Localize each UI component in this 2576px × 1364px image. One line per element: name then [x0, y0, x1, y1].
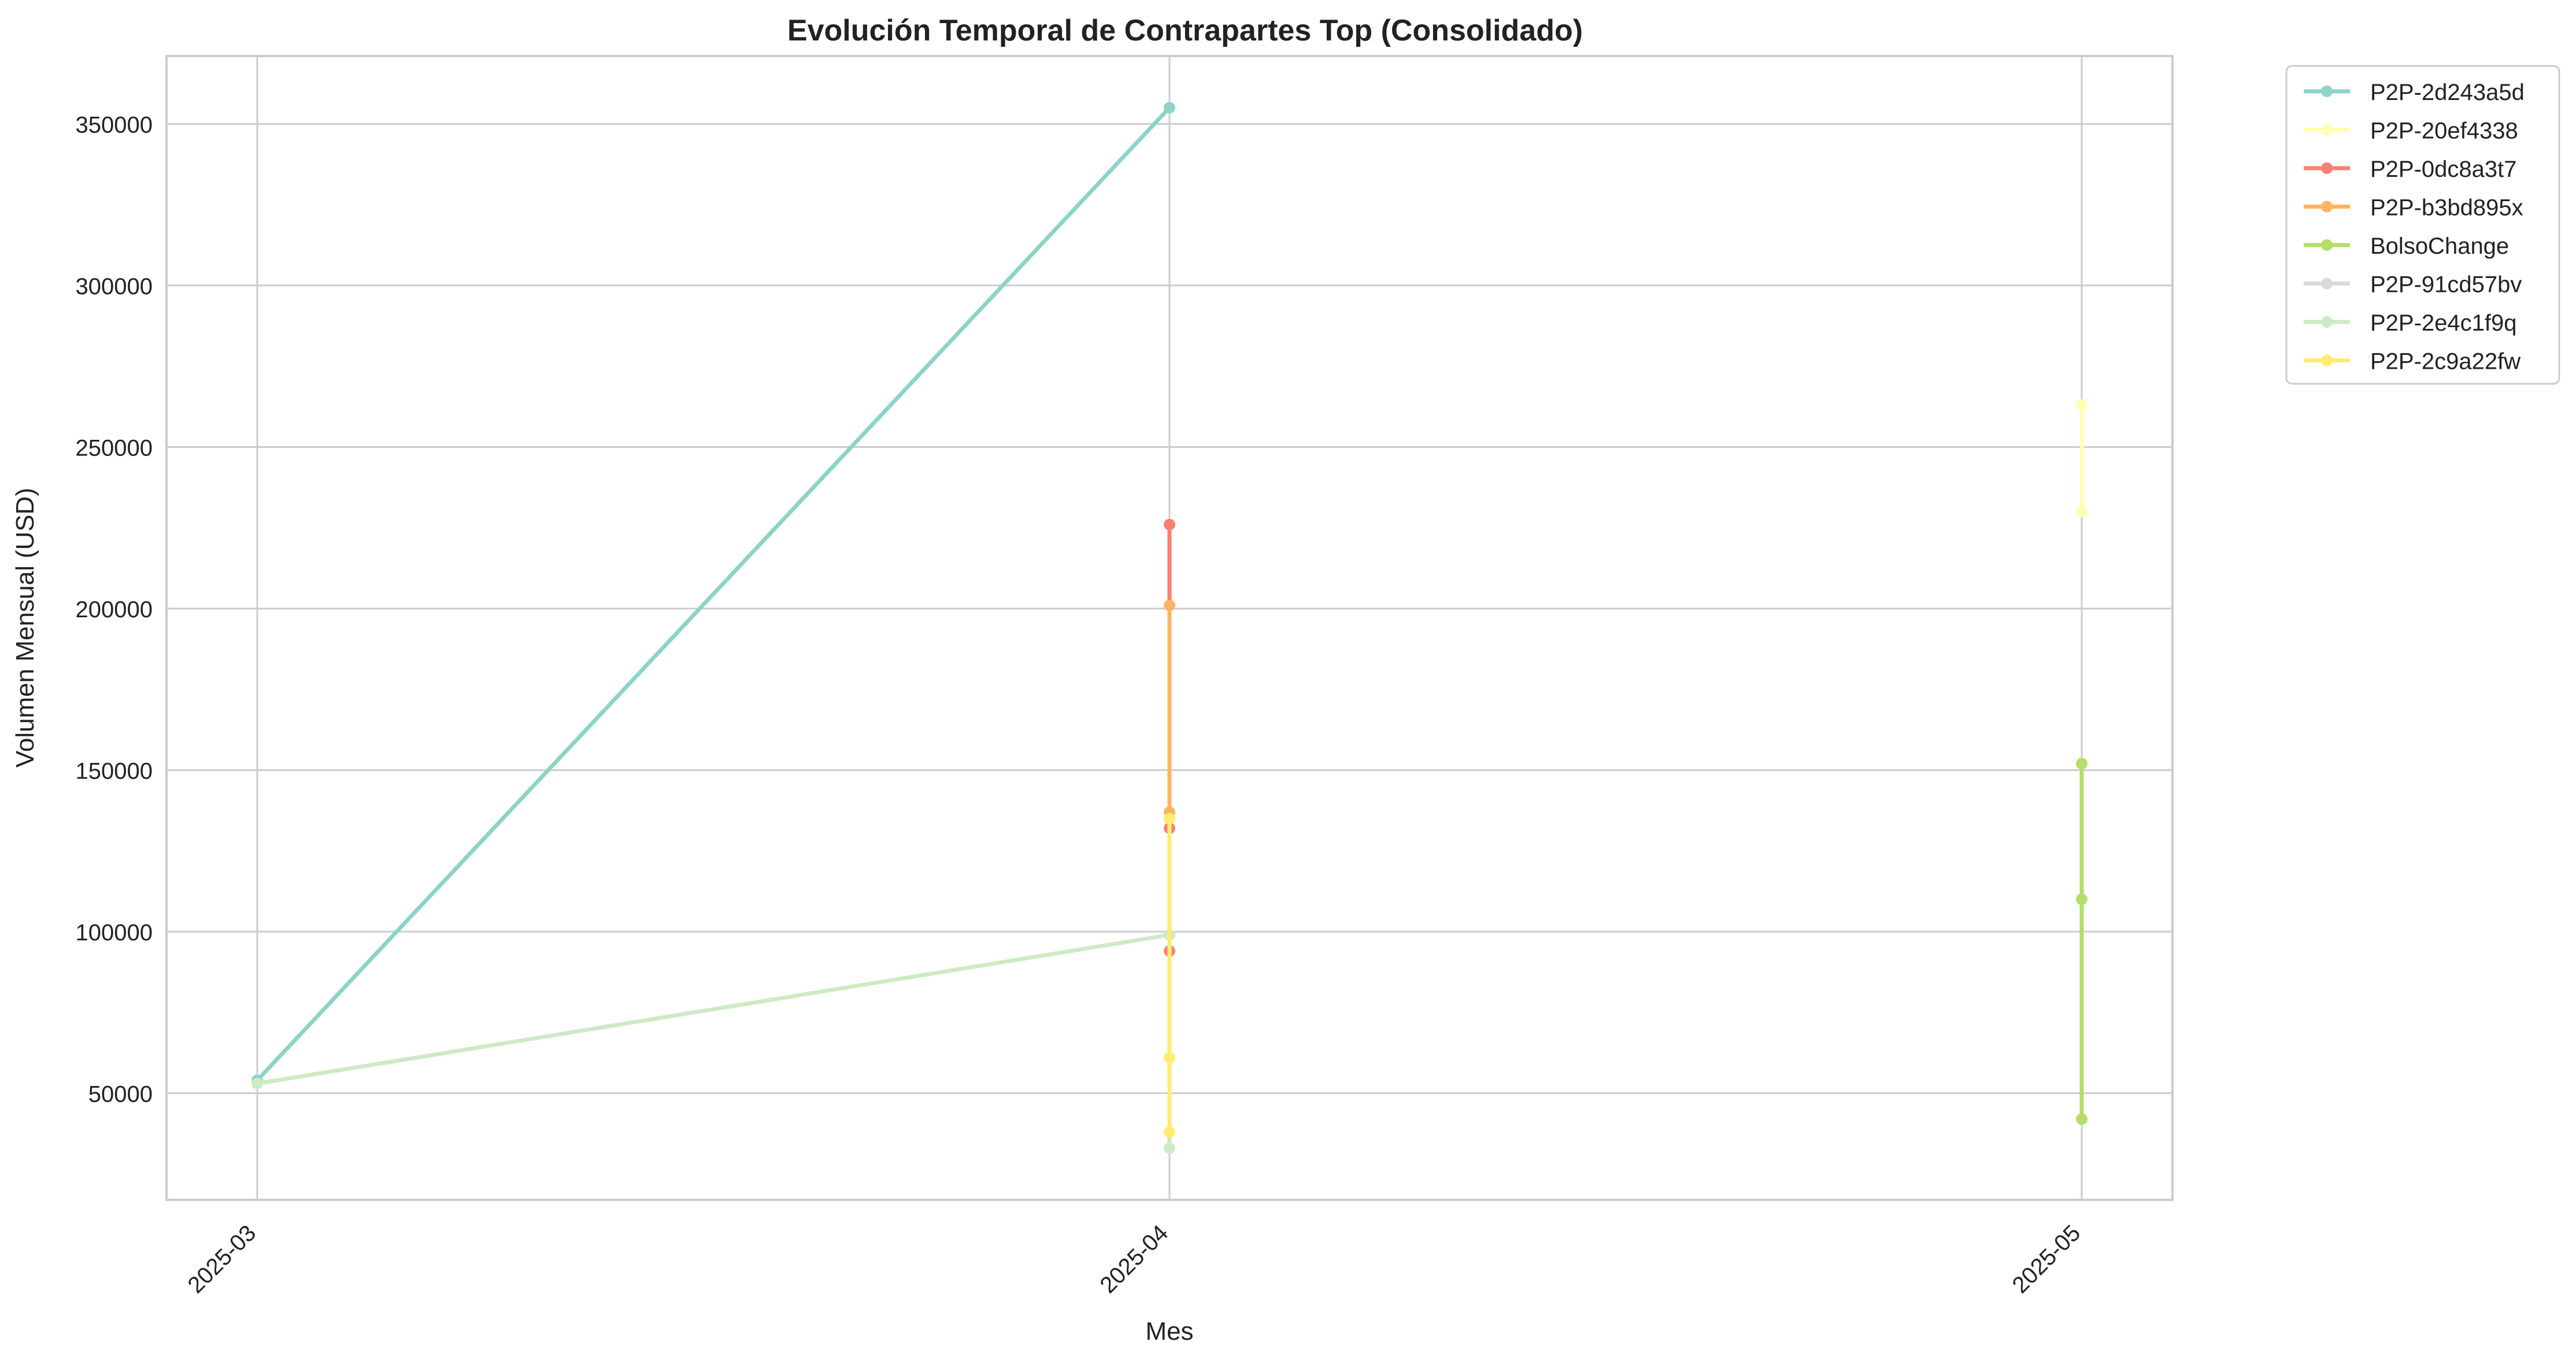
legend-swatch-marker [2321, 316, 2333, 328]
y-tick-label: 150000 [76, 758, 153, 784]
y-tick-label: 200000 [76, 597, 153, 622]
data-point [251, 1077, 263, 1089]
data-point [2076, 1113, 2088, 1125]
data-point [2076, 399, 2088, 411]
data-point [1164, 1052, 1175, 1064]
data-point [1164, 1126, 1175, 1138]
legend-swatch-marker [2321, 239, 2333, 251]
legend-label: BolsoChange [2370, 233, 2509, 259]
data-point [1164, 518, 1175, 531]
legend-swatch-marker [2321, 124, 2333, 136]
plot-frame [165, 55, 2174, 1201]
x-axis-label: Mes [1145, 1317, 1193, 1346]
data-point [1164, 813, 1175, 825]
legend-label: P2P-2c9a22fw [2370, 349, 2521, 375]
chart-title: Evolución Temporal de Contrapartes Top (… [787, 14, 1583, 47]
legend-swatch-marker [2321, 277, 2333, 290]
legend-label: P2P-2d243a5d [2370, 80, 2525, 105]
legend-label: P2P-91cd57bv [2370, 272, 2522, 298]
legend-swatch-marker [2321, 354, 2333, 366]
legend-swatch-marker [2321, 86, 2333, 97]
series-lines [251, 102, 2088, 1154]
y-tick-label: 350000 [76, 112, 153, 138]
legend-swatch-marker [2321, 162, 2333, 174]
legend-label: P2P-b3bd895x [2370, 195, 2523, 221]
data-point [2076, 506, 2088, 518]
data-point [1164, 599, 1175, 611]
y-tick-label: 300000 [76, 274, 153, 299]
series-P2P-2c9a22fw [1164, 813, 1175, 1138]
y-axis-label: Volumen Mensual (USD) [11, 488, 39, 768]
series-line [255, 105, 1172, 1083]
legend-label: P2P-0dc8a3t7 [2370, 157, 2517, 182]
legend-swatch-marker [2321, 201, 2333, 213]
data-point [2076, 894, 2088, 906]
series-BolsoChange [2076, 758, 2088, 1125]
data-point [1164, 102, 1175, 114]
data-point [2076, 758, 2088, 770]
y-tick-label: 50000 [88, 1082, 153, 1107]
legend-label: P2P-2e4c1f9q [2370, 310, 2517, 336]
legend-label: P2P-20ef4338 [2370, 118, 2518, 144]
legend: P2P-2d243a5d P2P-20ef4338 P2P-0dc8a3t7 P2P-… [2285, 65, 2560, 385]
legend-items: P2P-2d243a5d P2P-20ef4338 P2P-0dc8a3t7 P2P-… [2304, 80, 2525, 375]
y-axis-ticks: 50000 100000 150000 200000 250000 300000 35000… [76, 112, 153, 1107]
y-tick-label: 250000 [76, 435, 153, 461]
data-point [1164, 1142, 1175, 1154]
series-P2P-20ef4338 [2076, 399, 2088, 518]
legend-box [2285, 65, 2560, 385]
y-tick-label: 100000 [76, 920, 153, 946]
